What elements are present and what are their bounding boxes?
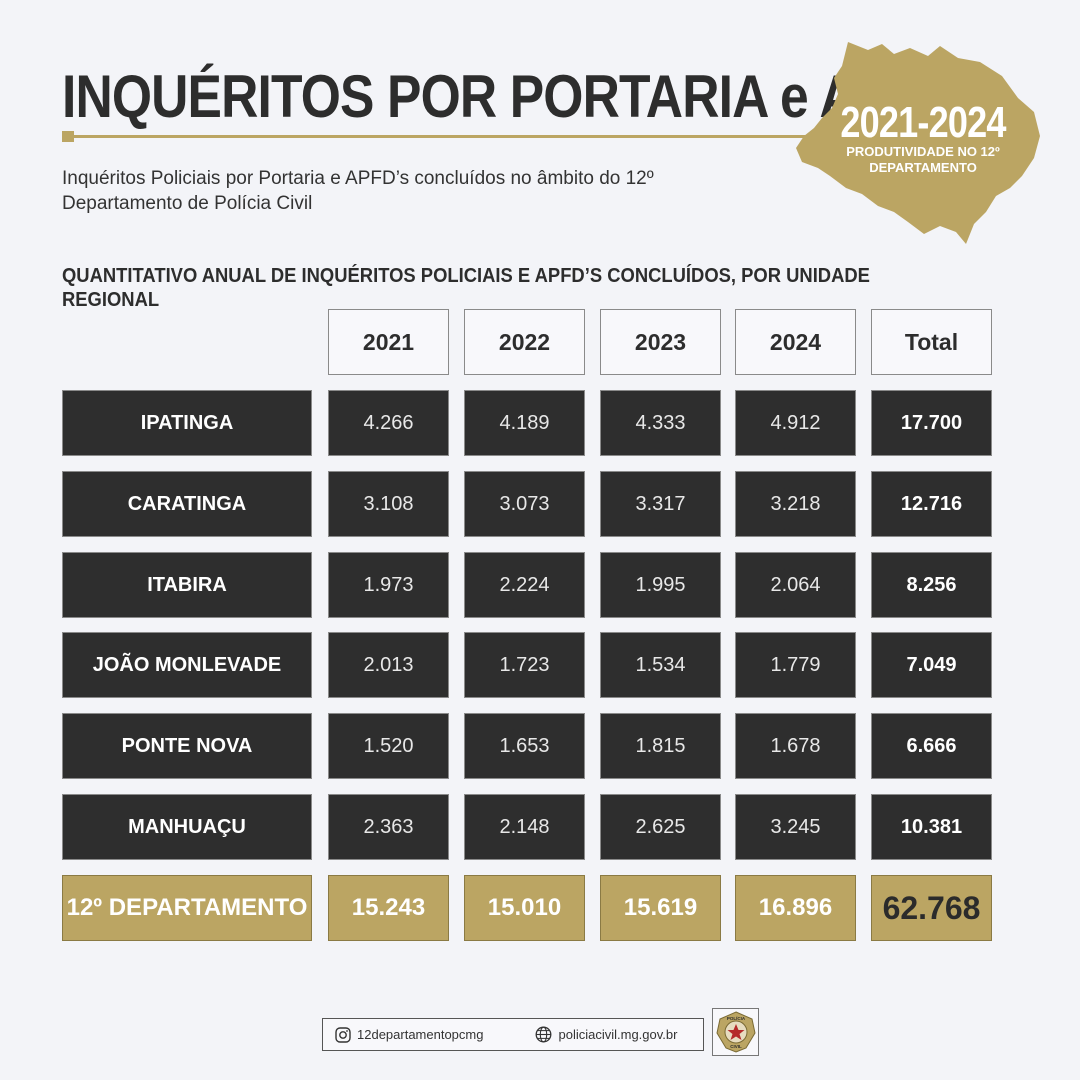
row-label-manhuacu: MANHUAÇU [62,794,312,860]
table-cell: 3.245 [735,794,856,860]
table-cell: 2.625 [600,794,721,860]
page-subtitle: Inquéritos Policiais por Portaria e APFD… [62,168,654,214]
grand-total: 62.768 [871,875,992,941]
table-heading: QUANTITATIVO ANUAL DE INQUÉRITOS POLICIA… [62,265,870,311]
police-seal: POLÍCIA CIVIL [712,1008,759,1056]
badge-caption-line1: PRODUTIVIDADE NO 12º [846,144,1000,159]
summary-cell: 16.896 [735,875,856,941]
column-header-2023: 2023 [600,309,721,375]
seal-bottom-text: CIVIL [730,1044,742,1049]
website-link[interactable]: policiacivil.mg.gov.br [535,1026,677,1043]
table-cell: 2.064 [735,552,856,618]
column-header-2022: 2022 [464,309,585,375]
website-url: policiacivil.mg.gov.br [558,1027,678,1042]
table-cell: 2.013 [328,632,449,698]
title-underline-marker [62,131,74,142]
row-total: 8.256 [871,552,992,618]
instagram-link[interactable]: 12departamentopcmg [335,1026,484,1043]
title-underline [62,135,810,138]
table-cell: 2.224 [464,552,585,618]
police-seal-icon: POLÍCIA CIVIL [715,1011,756,1053]
region-map-icon [796,42,1040,244]
table-cell: 3.218 [735,471,856,537]
table-cell: 1.723 [464,632,585,698]
table-cell: 1.534 [600,632,721,698]
table-cell: 1.678 [735,713,856,779]
summary-cell: 15.010 [464,875,585,941]
column-header-total: Total [871,309,992,375]
summary-row-label: 12º DEPARTAMENTO [62,875,312,941]
seal-top-text: POLÍCIA [726,1014,745,1021]
table-cell: 4.333 [600,390,721,456]
globe-icon [536,1026,552,1043]
table-cell: 4.266 [328,390,449,456]
table-cell: 2.363 [328,794,449,860]
table-cell: 1.973 [328,552,449,618]
footer-contacts: 12departamentopcmg policiacivil.mg.gov.b… [322,1018,704,1051]
table-cell: 1.653 [464,713,585,779]
instagram-icon [335,1026,351,1043]
table-cell: 1.815 [600,713,721,779]
column-header-2024: 2024 [735,309,856,375]
instagram-handle: 12departamentopcmg [357,1027,484,1042]
badge-caption-line2: DEPARTAMENTO [869,160,977,175]
table-cell: 2.148 [464,794,585,860]
table-cell: 1.520 [328,713,449,779]
column-header-2021: 2021 [328,309,449,375]
row-label-caratinga: CARATINGA [62,471,312,537]
table-cell: 3.108 [328,471,449,537]
row-total: 17.700 [871,390,992,456]
summary-cell: 15.619 [600,875,721,941]
row-total: 12.716 [871,471,992,537]
summary-cell: 15.243 [328,875,449,941]
table-cell: 3.073 [464,471,585,537]
row-label-ponte-nova: PONTE NOVA [62,713,312,779]
row-label-itabira: ITABIRA [62,552,312,618]
table-cell: 4.912 [735,390,856,456]
badge-years: 2021-2024 [840,98,1006,147]
row-total: 7.049 [871,632,992,698]
badge-caption: PRODUTIVIDADE NO 12º DEPARTAMENTO [828,144,1018,176]
table-cell: 3.317 [600,471,721,537]
row-total: 6.666 [871,713,992,779]
row-label-ipatinga: IPATINGA [62,390,312,456]
table-cell: 1.995 [600,552,721,618]
row-total: 10.381 [871,794,992,860]
table-cell: 4.189 [464,390,585,456]
period-badge: 2021-2024 PRODUTIVIDADE NO 12º DEPARTAME… [790,36,1050,248]
table-cell: 1.779 [735,632,856,698]
row-label-joao-monlevade: JOÃO MONLEVADE [62,632,312,698]
